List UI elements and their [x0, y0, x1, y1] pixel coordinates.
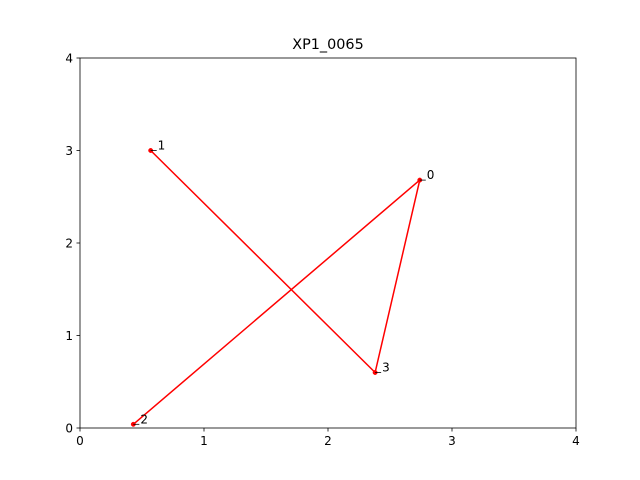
point-labels: 0 1 2 3	[133, 139, 435, 426]
point-label-0: 0	[427, 168, 435, 182]
y-tick-label-3: 3	[65, 144, 73, 158]
series-path	[132, 149, 421, 426]
point-label-1: 1	[158, 139, 166, 153]
point-label-2: 2	[140, 412, 148, 426]
y-tick-label-1: 1	[65, 329, 73, 343]
plot-frame	[79, 57, 577, 429]
point-label-3: 3	[382, 361, 390, 375]
x-tick-label-4: 4	[572, 434, 580, 448]
chart-title: XP1_0065	[292, 37, 364, 53]
y-tick-label-4: 4	[65, 51, 73, 65]
y-tick-label-0: 0	[65, 421, 73, 435]
x-tick-label-3: 3	[448, 434, 456, 448]
y-axis: 0 1 2 3 4	[65, 51, 80, 435]
y-tick-label-2: 2	[65, 236, 73, 250]
series-line	[132, 149, 421, 426]
x-tick-label-0: 0	[76, 434, 84, 448]
x-tick-label-1: 1	[200, 434, 208, 448]
x-tick-label-2: 2	[324, 434, 332, 448]
x-axis: 0 1 2 3 4	[76, 428, 580, 448]
